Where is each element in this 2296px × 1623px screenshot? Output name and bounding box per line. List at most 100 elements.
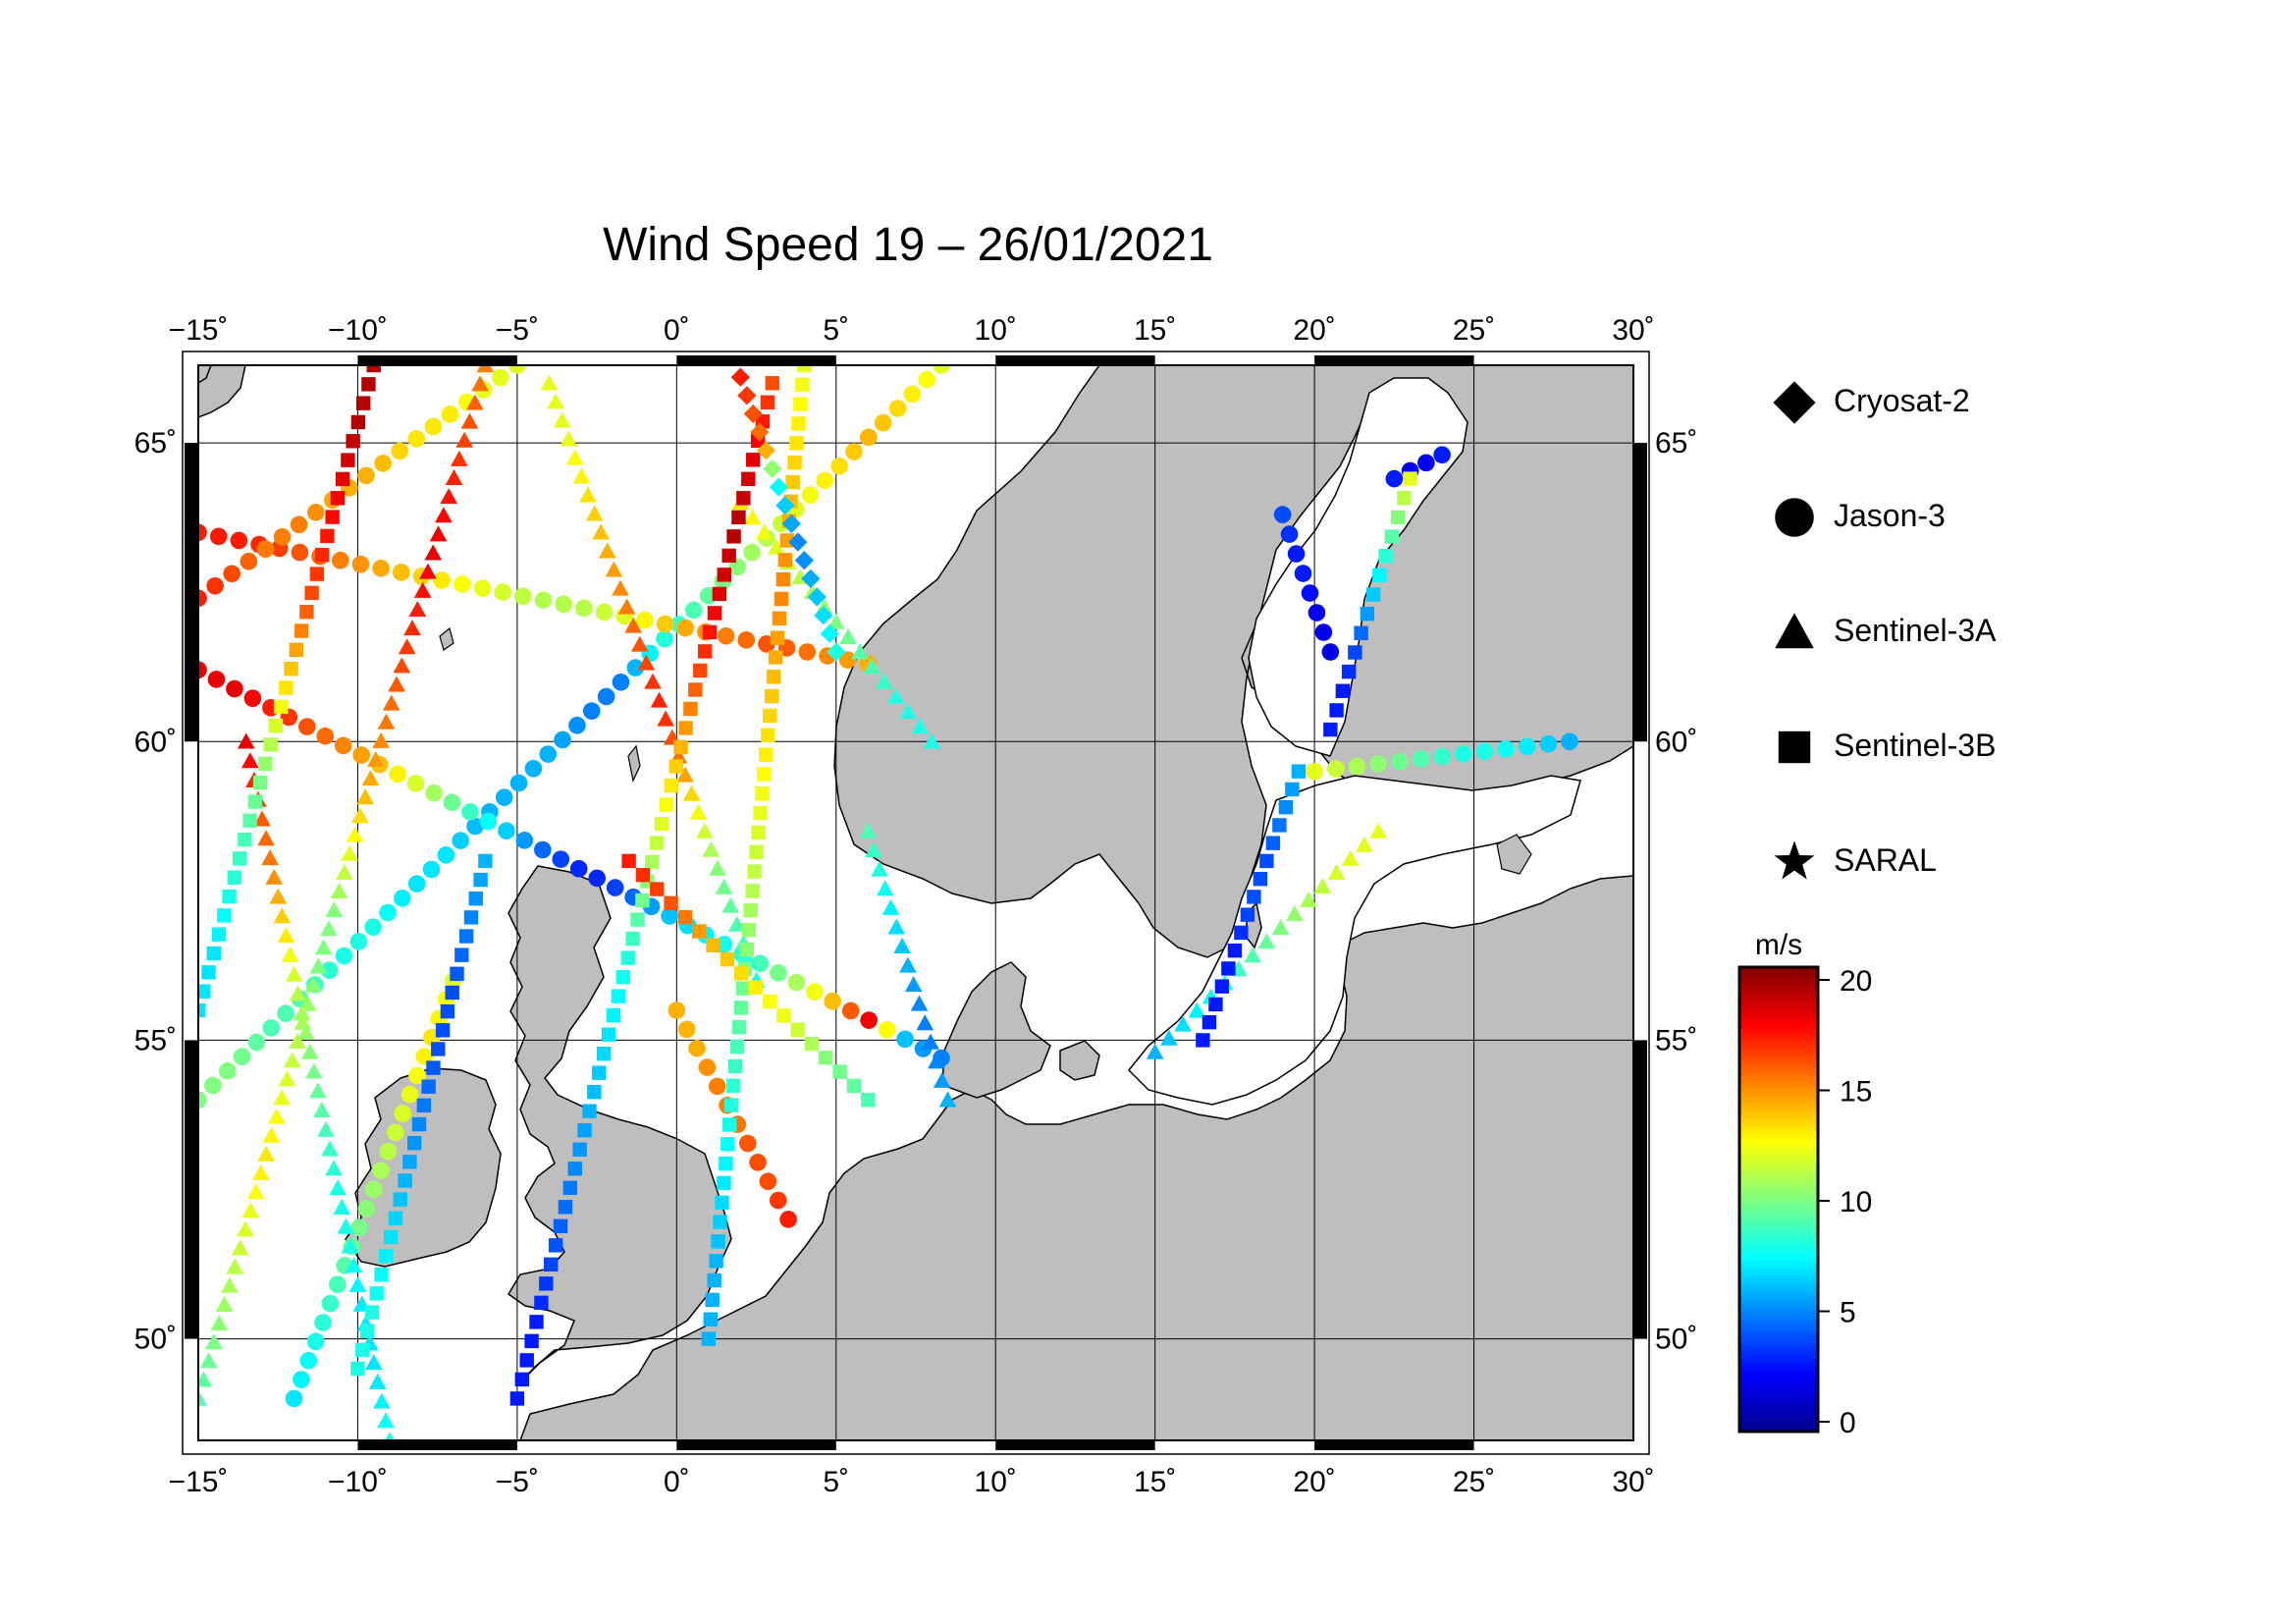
data-point-circle (888, 400, 907, 417)
data-point-square (238, 832, 252, 847)
data-point-triangle (875, 673, 893, 689)
data-point-square (407, 1135, 422, 1151)
data-point-circle (1321, 643, 1340, 661)
legend-square-icon (1778, 730, 1811, 764)
data-point-square (1323, 722, 1338, 737)
data-point-circle (1518, 737, 1536, 756)
data-point-square (524, 1333, 539, 1349)
data-point-triangle (871, 860, 888, 877)
data-point-circle (297, 718, 316, 735)
data-point-triangle (403, 620, 421, 636)
data-point-circle (1273, 506, 1292, 523)
data-point-triangle (345, 1257, 363, 1273)
data-point-circle (708, 1077, 726, 1096)
data-point-square (463, 910, 479, 925)
data-point-circle (509, 774, 528, 792)
data-point-square (601, 1027, 616, 1042)
data-point-circle (539, 745, 558, 763)
data-point-triangle (904, 976, 923, 993)
data-point-triangle (241, 1202, 259, 1218)
data-point-square (678, 721, 693, 735)
lon-tick-label-top: −15˚ (169, 314, 229, 347)
data-point-circle (198, 661, 207, 679)
data-point-square (1285, 782, 1300, 797)
data-point-square (458, 929, 474, 944)
data-point-square (350, 1361, 365, 1377)
data-point-triangle (356, 788, 374, 805)
data-point-circle (555, 595, 572, 614)
data-point-diamond (750, 422, 770, 442)
data-point-triangle (325, 1160, 343, 1176)
colorbar: m/s 0 5 10 15 20 (1737, 929, 1872, 1439)
data-point-triangle (863, 658, 881, 675)
data-point-circle (320, 961, 339, 980)
data-point-circle (1308, 604, 1326, 622)
data-point-circle (597, 687, 615, 706)
data-point-square (263, 737, 278, 752)
data-point-triangle (938, 1091, 957, 1108)
data-point-triangle (253, 810, 271, 827)
land-denmark (941, 961, 1051, 1099)
lon-tick-label-bottom: 30˚ (1612, 1466, 1654, 1498)
data-point-circle (240, 552, 258, 570)
data-point-circle (466, 817, 484, 836)
data-point-triangle (346, 826, 364, 842)
data-point-circle (534, 840, 552, 859)
data-point-square (659, 797, 674, 812)
data-point-square (553, 1218, 568, 1234)
data-point-square (1278, 799, 1294, 815)
data-point-square (741, 922, 756, 938)
data-point-triangle (277, 927, 295, 944)
data-point-triangle (313, 1102, 331, 1118)
data-point-circle (588, 869, 606, 888)
data-point-triangle (388, 676, 405, 692)
data-point-circle (479, 812, 498, 831)
data-point-square (379, 1248, 394, 1264)
legend-symbols (1773, 381, 1816, 880)
data-point-circle (1417, 454, 1435, 472)
data-point-circle (441, 406, 459, 423)
data-point-square (366, 365, 381, 373)
data-point-square (715, 1195, 729, 1210)
data-point-triangle (281, 946, 299, 962)
data-point-triangle (695, 822, 714, 839)
data-point-triangle (916, 1014, 934, 1031)
data-point-triangle (727, 915, 746, 932)
data-point-square (726, 529, 741, 544)
data-point-circle (698, 1058, 717, 1076)
data-point-square (757, 767, 772, 782)
data-point-triangle (269, 888, 288, 904)
data-point-square (289, 642, 304, 658)
data-point-square (294, 623, 309, 638)
data-point-square (206, 946, 221, 961)
data-point-circle (1475, 742, 1494, 761)
data-point-square (625, 931, 640, 947)
data-point-circle (805, 983, 824, 1001)
data-point-triangle (579, 486, 597, 503)
data-point-triangle (637, 654, 656, 671)
data-point-circle (406, 775, 425, 792)
data-point-circle (1369, 755, 1387, 773)
data-point-triangle (560, 430, 577, 447)
frame-band (1633, 443, 1647, 742)
data-point-square (606, 1007, 621, 1023)
data-point-square (1372, 568, 1387, 583)
data-point-triangle (337, 1217, 355, 1234)
data-point-triangle (910, 995, 929, 1011)
data-point-square (1234, 925, 1249, 941)
data-point-square (734, 966, 749, 981)
data-point-diamond (737, 386, 757, 406)
lat-tick-label-right: 60˚ (1655, 726, 1697, 758)
data-point-circle (798, 643, 817, 661)
data-point-circle (233, 1048, 251, 1066)
lat-tick-label-left: 50˚ (134, 1324, 177, 1356)
data-point-square (702, 624, 718, 640)
data-point-triangle (547, 393, 564, 409)
data-point-square (393, 1192, 407, 1207)
data-point-diamond (743, 404, 763, 424)
data-point-diamond (807, 587, 827, 607)
data-point-square (309, 567, 325, 581)
data-point-circle (285, 1389, 303, 1408)
data-point-square (1360, 606, 1375, 622)
data-point-square (832, 1064, 847, 1079)
